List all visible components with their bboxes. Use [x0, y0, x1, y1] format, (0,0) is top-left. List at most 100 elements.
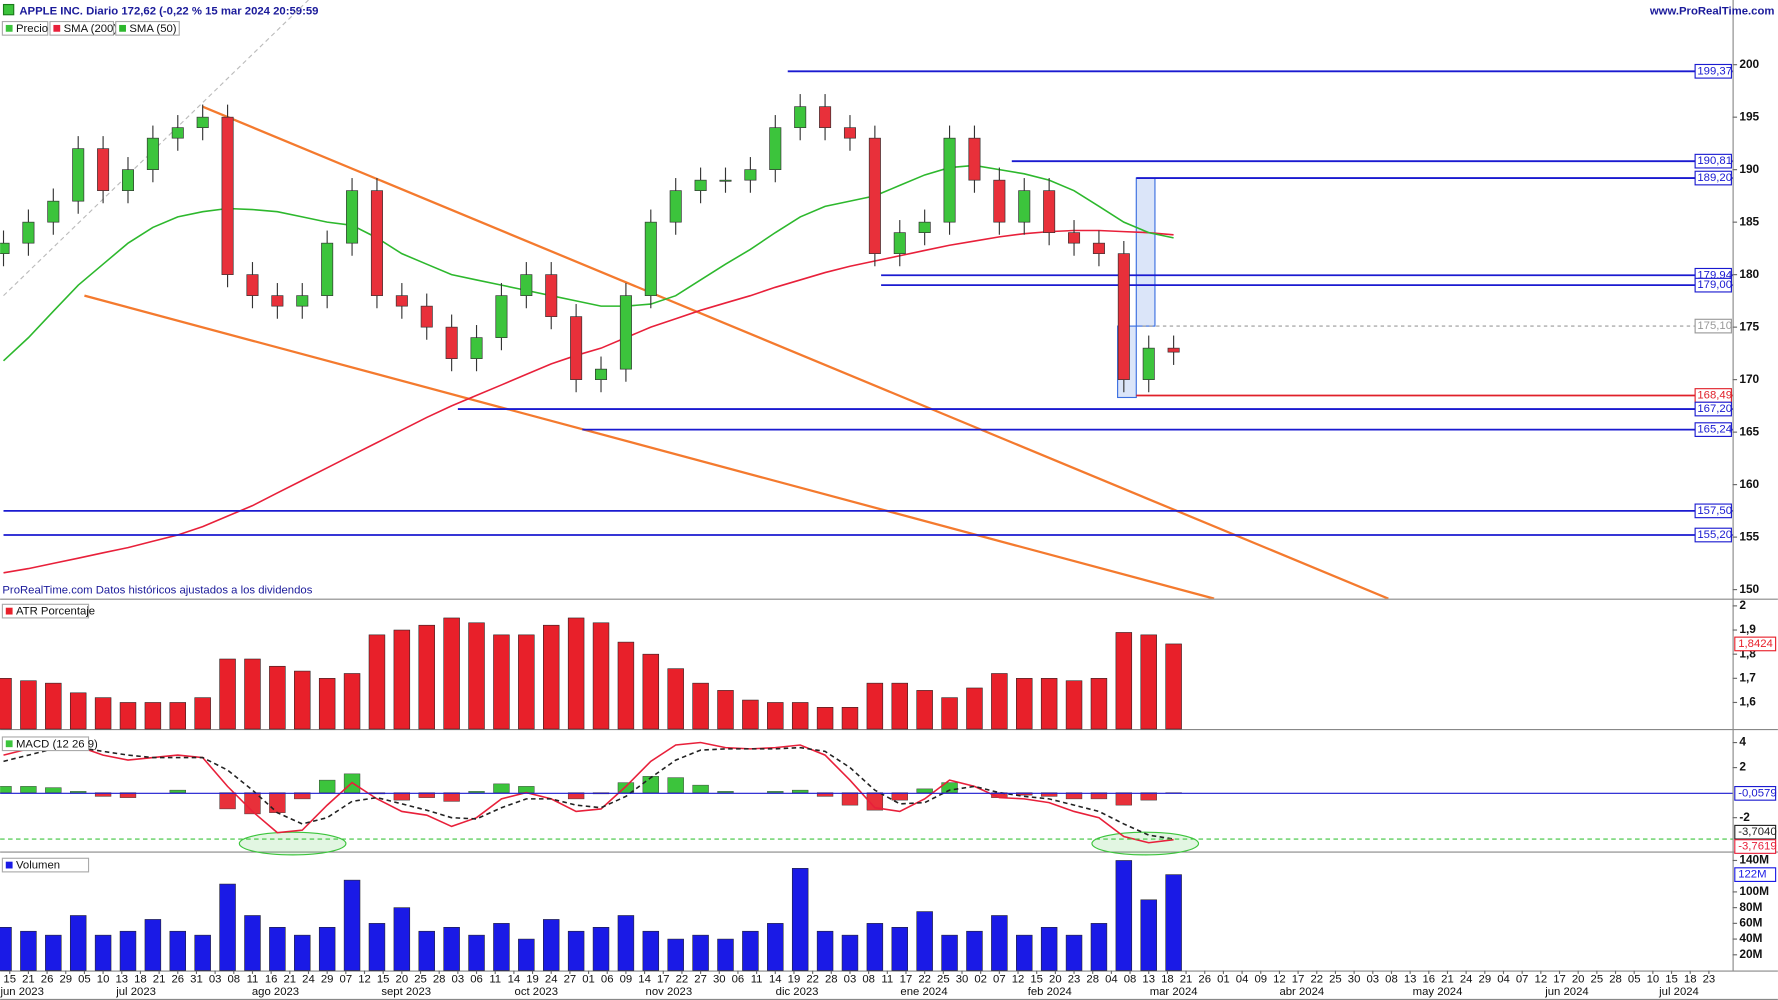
trend-line	[84, 294, 1215, 599]
last-value-label: -0,0579	[1738, 787, 1776, 799]
x-tick-label: 22	[918, 974, 931, 986]
x-tick-label: 15	[3, 974, 16, 986]
bar	[543, 624, 560, 730]
bar	[617, 641, 635, 730]
candle-body	[1117, 253, 1130, 380]
level-label-box	[1694, 401, 1732, 417]
histogram-bar	[841, 792, 859, 806]
histogram-bar	[1040, 792, 1058, 797]
bar	[294, 670, 311, 730]
y-tick-label: 195	[1739, 109, 1759, 123]
histogram-bar	[617, 782, 635, 793]
candle-body	[918, 221, 931, 233]
bar	[119, 702, 137, 730]
x-tick-label: 05	[1628, 974, 1641, 986]
candle-body	[669, 190, 682, 223]
x-tick-label: 11	[489, 974, 501, 986]
bar	[692, 682, 709, 730]
candle-body	[146, 137, 159, 171]
x-tick-label: 14	[638, 974, 651, 986]
bar	[841, 934, 859, 971]
bar	[1115, 860, 1133, 971]
x-tick-label: 08	[1385, 974, 1398, 986]
histogram-bar	[119, 792, 137, 798]
x-tick-label: 01	[1217, 974, 1230, 986]
bar	[194, 934, 211, 971]
x-tick-label: 18	[1684, 974, 1697, 986]
candle-body	[819, 106, 832, 129]
x-tick-label: 15	[377, 974, 390, 986]
x-tick-label: 12	[1535, 974, 1548, 986]
bar	[94, 697, 112, 730]
histogram-bar	[418, 792, 435, 798]
histogram-bar	[393, 792, 411, 801]
month-label: oct 2023	[515, 986, 558, 998]
histogram-bar	[94, 792, 112, 797]
bar	[368, 923, 386, 971]
bar	[244, 658, 261, 730]
x-tick-label: 24	[545, 974, 558, 986]
candle-body	[1043, 190, 1056, 233]
y-tick-label: 1,6	[1739, 695, 1756, 709]
panel-title-swatch	[5, 861, 13, 869]
bar	[45, 934, 62, 971]
legend-swatch	[5, 24, 13, 32]
candle-body	[296, 295, 309, 307]
bar	[816, 707, 834, 730]
candle-body	[843, 127, 856, 139]
x-tick-label: 21	[1180, 974, 1193, 986]
histogram-bar	[1115, 792, 1132, 806]
footer-note: ProRealTime.com Datos históricos ajustad…	[2, 585, 312, 597]
x-tick-label: 11	[247, 974, 259, 986]
bar	[144, 702, 162, 730]
x-tick-label: 06	[601, 974, 614, 986]
histogram-bar	[493, 783, 510, 793]
y-tick-label: 180	[1739, 267, 1759, 281]
bar	[1090, 678, 1108, 730]
legend-box	[115, 20, 180, 36]
candle-body	[1142, 347, 1155, 380]
candle-body	[694, 179, 707, 191]
x-tick-label: 02	[974, 974, 987, 986]
candle-body	[171, 127, 184, 139]
x-tick-label: 16	[265, 974, 278, 986]
y-tick-label: 175	[1739, 319, 1759, 333]
month-label: sept 2023	[381, 986, 431, 998]
bar	[468, 934, 485, 971]
histogram-bar	[692, 784, 709, 793]
y-tick-label: 170	[1739, 372, 1759, 386]
candle-body	[744, 169, 757, 181]
candle-body	[22, 221, 35, 244]
level-label: 165,24	[1697, 424, 1732, 436]
y-tick-label: 190	[1739, 162, 1759, 176]
histogram-bar	[443, 792, 460, 802]
panel	[0, 860, 1182, 971]
bar	[767, 923, 784, 971]
x-tick-label: 19	[526, 974, 539, 986]
bar	[767, 702, 784, 730]
bar	[20, 680, 37, 730]
last-value-box	[1734, 636, 1777, 652]
candle-body	[545, 274, 558, 317]
level-label-box	[1694, 318, 1732, 334]
x-tick-label: 18	[134, 974, 147, 986]
month-label: feb 2024	[1028, 986, 1072, 998]
candle-body	[72, 148, 85, 202]
site-link[interactable]: www.ProRealTime.com	[1649, 5, 1775, 17]
bar	[518, 938, 535, 971]
bar	[368, 634, 386, 730]
histogram-bar	[916, 788, 933, 793]
legend-swatch	[53, 24, 61, 32]
x-tick-label: 22	[676, 974, 689, 986]
y-tick-label: 200	[1739, 57, 1759, 71]
bar	[866, 682, 884, 730]
x-tick-label: 04	[1236, 974, 1249, 986]
histogram-bar	[767, 791, 784, 793]
candle-body	[595, 368, 608, 380]
bar	[916, 911, 933, 971]
panel-title: Volumen	[16, 860, 60, 872]
month-label: dic 2023	[776, 986, 819, 998]
level-label: 179,00	[1697, 279, 1732, 291]
bar	[717, 690, 734, 730]
